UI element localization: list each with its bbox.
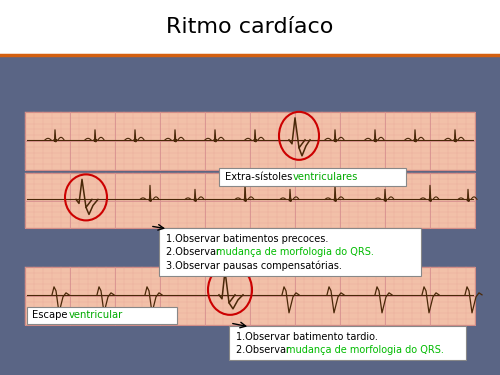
Text: 1.Observar batimento tardio.: 1.Observar batimento tardio. [236, 332, 378, 342]
FancyBboxPatch shape [25, 112, 475, 170]
FancyBboxPatch shape [25, 267, 475, 325]
Text: ventricular: ventricular [69, 310, 123, 321]
Text: Escape: Escape [32, 310, 70, 321]
FancyBboxPatch shape [159, 228, 421, 276]
Text: Extra-sístoles: Extra-sístoles [225, 172, 296, 182]
Text: Ritmo cardíaco: Ritmo cardíaco [166, 17, 334, 37]
Text: 3.Observar pausas compensatórias.: 3.Observar pausas compensatórias. [166, 260, 342, 270]
Text: mudança de morfologia do QRS.: mudança de morfologia do QRS. [216, 247, 374, 257]
FancyBboxPatch shape [219, 168, 406, 186]
Text: 2.Observar: 2.Observar [166, 247, 223, 257]
FancyBboxPatch shape [27, 307, 177, 324]
Text: 1.Observar batimentos precoces.: 1.Observar batimentos precoces. [166, 234, 328, 244]
Text: mudança de morfologia do QRS.: mudança de morfologia do QRS. [286, 345, 444, 355]
FancyBboxPatch shape [25, 173, 475, 228]
FancyBboxPatch shape [0, 55, 500, 375]
Text: ventriculares: ventriculares [293, 172, 358, 182]
FancyBboxPatch shape [0, 0, 500, 55]
Text: 2.Observar: 2.Observar [236, 345, 293, 355]
FancyBboxPatch shape [229, 326, 466, 360]
